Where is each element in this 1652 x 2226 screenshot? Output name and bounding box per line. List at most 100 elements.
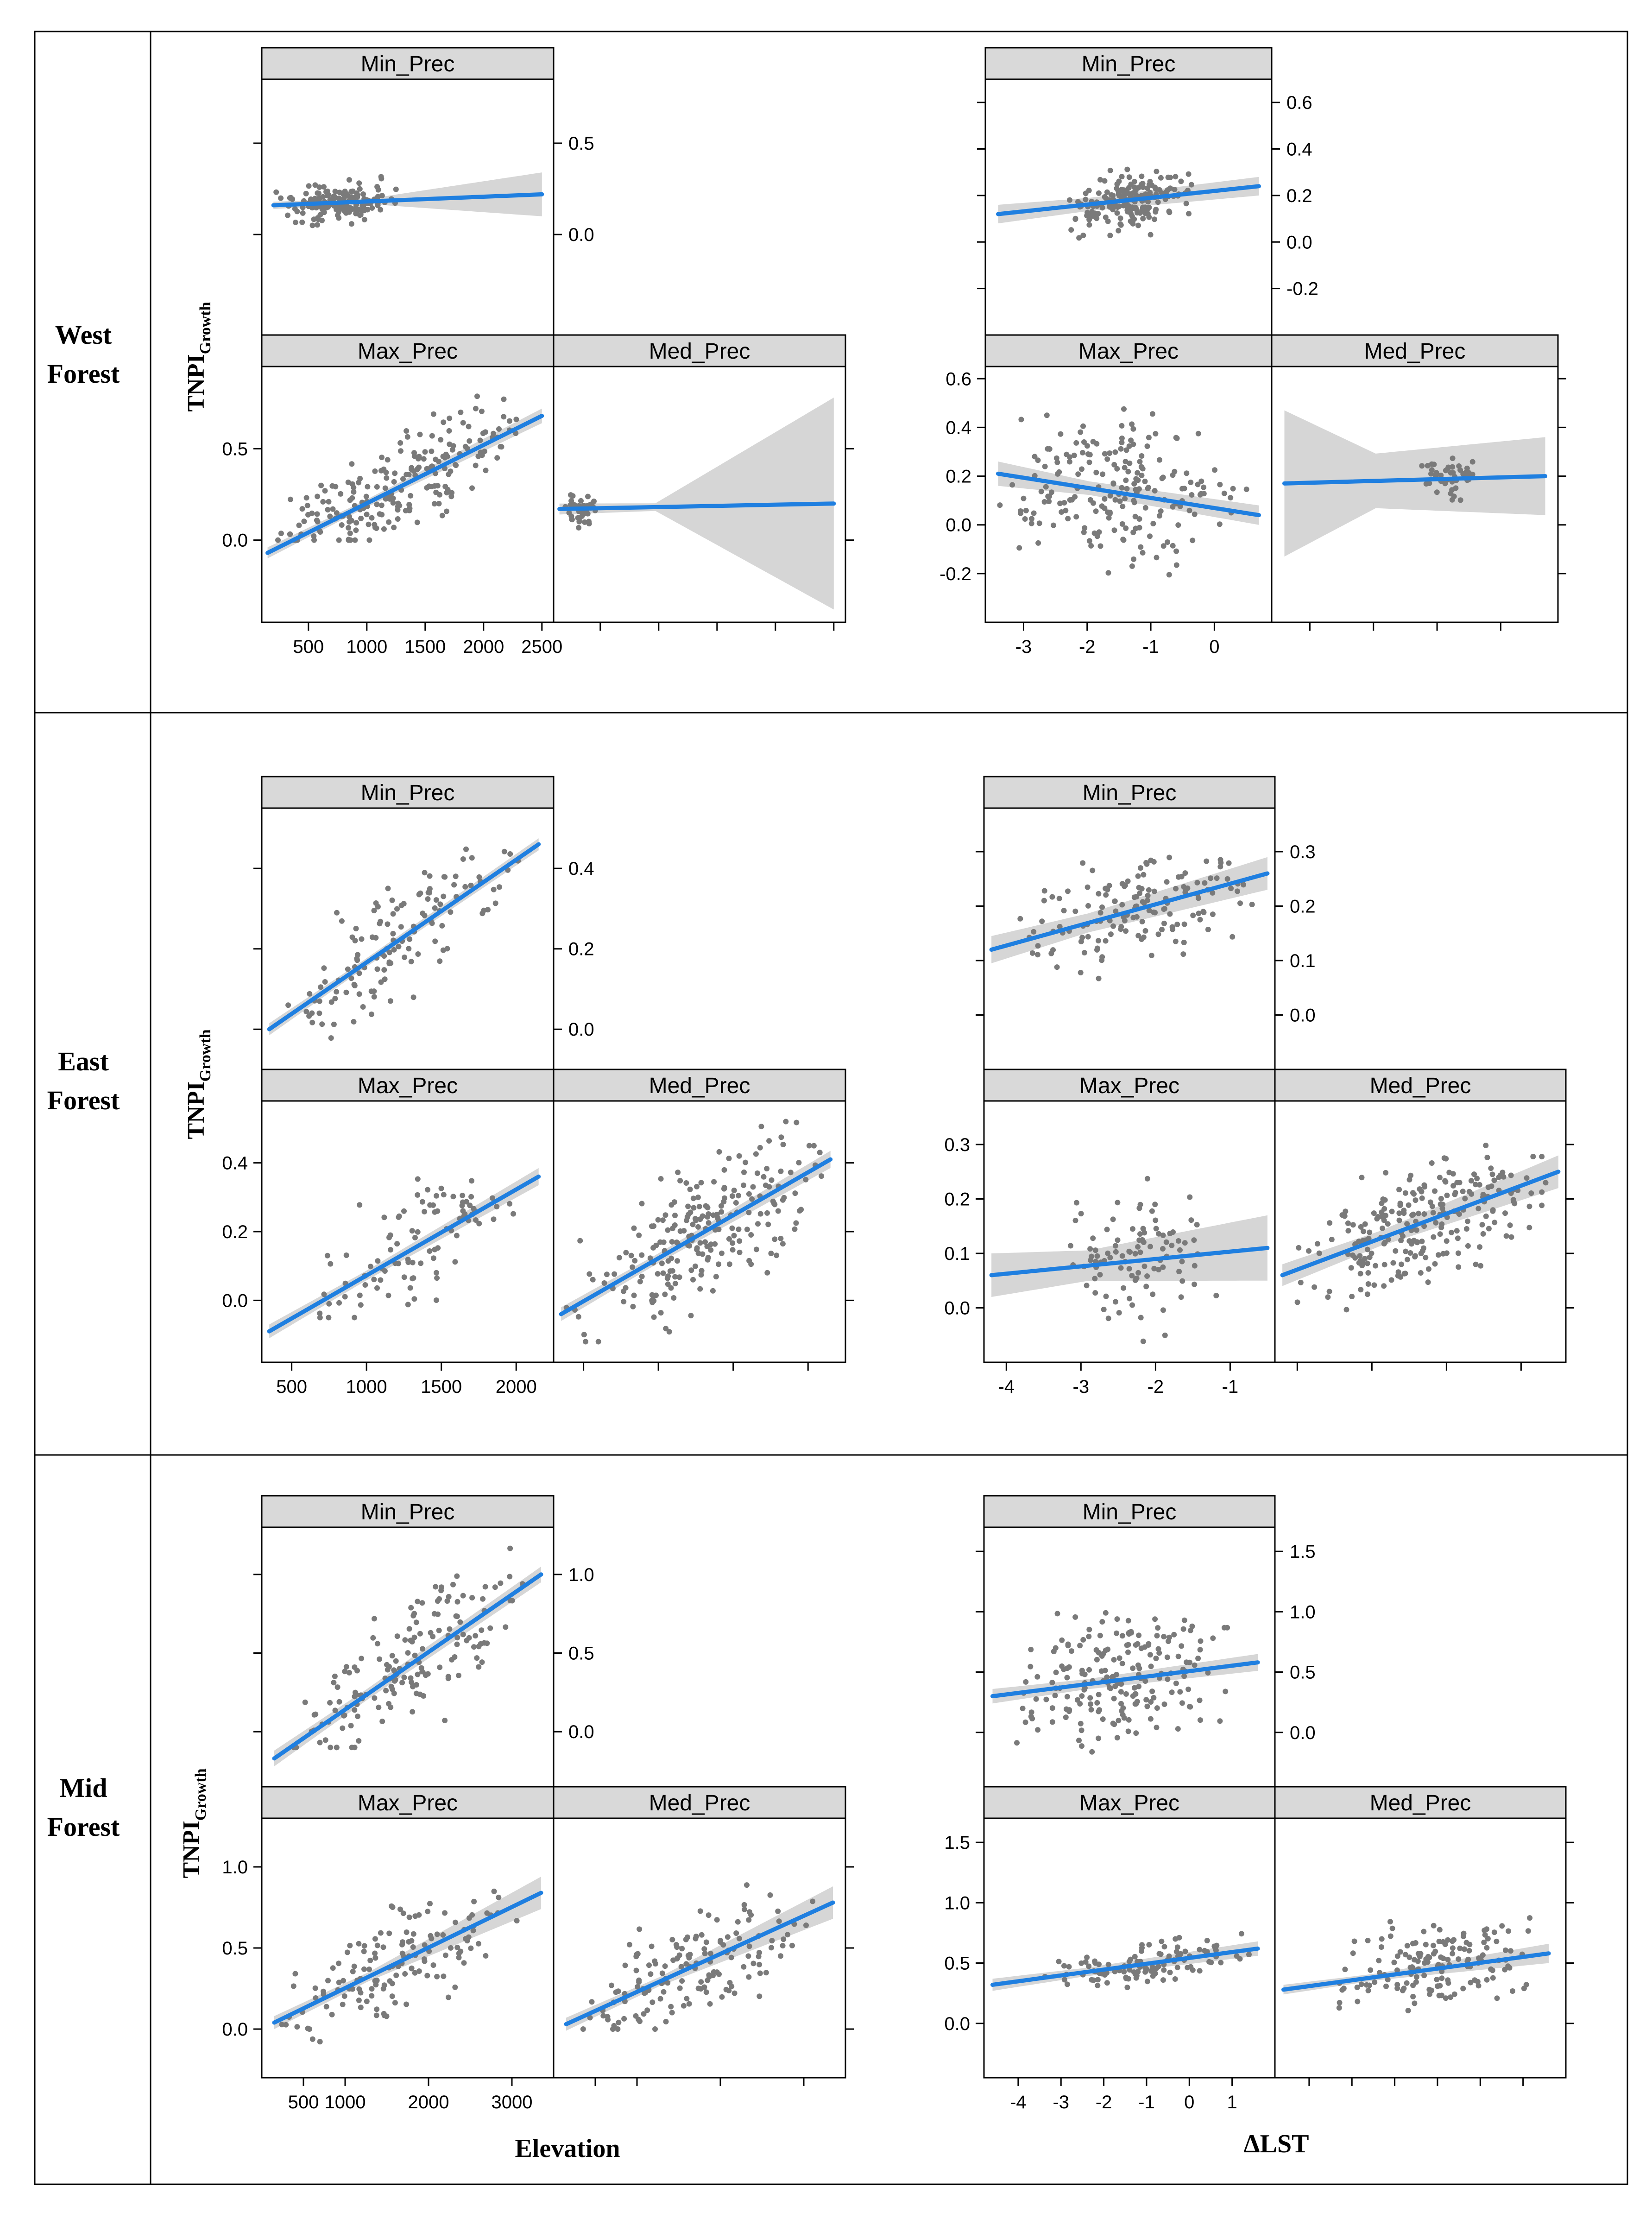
data-point [336,537,342,543]
data-point [669,1937,675,1942]
data-point [1146,435,1152,441]
data-point [636,1977,642,1983]
data-point [412,1652,418,1658]
data-point [355,1714,360,1720]
data-point [1155,1625,1161,1631]
data-point [324,1252,330,1258]
data-point [419,1199,425,1205]
data-point [1372,1979,1378,1985]
data-point [793,1220,799,1226]
x-tick-label: 0 [1209,637,1219,657]
data-point [311,537,317,543]
data-point [365,484,371,490]
data-point [1448,1994,1454,2000]
x-tick-label: 2000 [496,1377,537,1397]
data-point [1202,1948,1208,1954]
data-point [1028,1646,1034,1652]
data-point [328,1035,334,1041]
data-point [1096,529,1102,535]
y-tick-label: 0.4 [946,417,971,438]
data-point [1194,1222,1200,1228]
data-point [466,424,472,430]
data-point [1412,1957,1417,1963]
data-point [714,1917,720,1923]
strip-Med_Prec [1271,334,1559,367]
data-point [1165,539,1171,545]
data-point [440,454,446,460]
x-tick-label: -2 [1148,1377,1164,1397]
data-point [1046,499,1052,505]
data-point [690,1195,696,1202]
data-point [476,1221,482,1227]
data-point [655,1217,661,1223]
data-point [357,1292,363,1298]
data-point [1053,455,1059,461]
data-point [634,1951,640,1957]
data-point [746,1209,752,1215]
data-point [1185,1686,1192,1692]
data-point [1079,466,1085,472]
data-point [605,2014,611,2020]
data-point [1065,888,1071,894]
xlabel-delta-lst: ΔLST [1244,2130,1309,2158]
data-point [374,501,380,507]
x-tick-label: -2 [1079,637,1096,657]
data-point [1177,503,1183,509]
data-point [347,1942,353,1948]
data-point [1158,508,1164,514]
data-point [299,506,305,512]
data-point [434,1270,439,1276]
data-point [1341,1212,1347,1218]
data-point [1105,1961,1111,1967]
data-point [375,194,381,200]
data-point [1362,1256,1368,1262]
data-point [410,1709,416,1715]
data-point [697,1240,703,1246]
data-point [1092,1276,1098,1282]
data-point [1106,515,1112,521]
data-point [1243,487,1249,492]
data-point [1157,457,1162,463]
data-point [710,1973,716,1979]
data-point [1082,525,1088,531]
data-point [1497,1172,1503,1178]
data-point [1081,950,1087,955]
data-point [679,1978,685,1984]
data-point [1139,173,1145,179]
data-point [1173,562,1179,568]
data-point [1152,1616,1158,1622]
data-point [321,1291,327,1297]
data-point [402,955,408,960]
data-point [1122,465,1128,471]
data-point [431,501,437,507]
data-point [380,1944,386,1950]
data-point [650,1245,656,1251]
data-point [315,190,321,196]
data-point [372,1616,377,1622]
data-point [1111,527,1117,533]
data-point [1153,1226,1159,1232]
data-point [1381,1217,1387,1223]
data-point [411,1634,417,1640]
data-point [1047,446,1053,452]
data-point [1131,178,1137,184]
data-point [1237,900,1243,906]
y-tick-label: 0.4 [222,1153,248,1174]
data-point [1103,892,1109,898]
data-point [704,1204,710,1210]
data-point [1166,1634,1172,1640]
data-point [1499,1923,1505,1929]
data-point [623,1250,629,1256]
data-point [1198,1638,1204,1644]
data-point [415,1671,421,1677]
data-point [1161,920,1167,926]
y-tick-label: 0.2 [222,1222,248,1242]
data-point [334,989,340,995]
data-point [483,1953,489,1959]
data-point [1389,1208,1395,1214]
data-point [743,1159,749,1165]
data-point [806,1143,812,1149]
data-point [460,856,466,862]
data-point [492,900,498,906]
data-point [1089,1749,1095,1755]
